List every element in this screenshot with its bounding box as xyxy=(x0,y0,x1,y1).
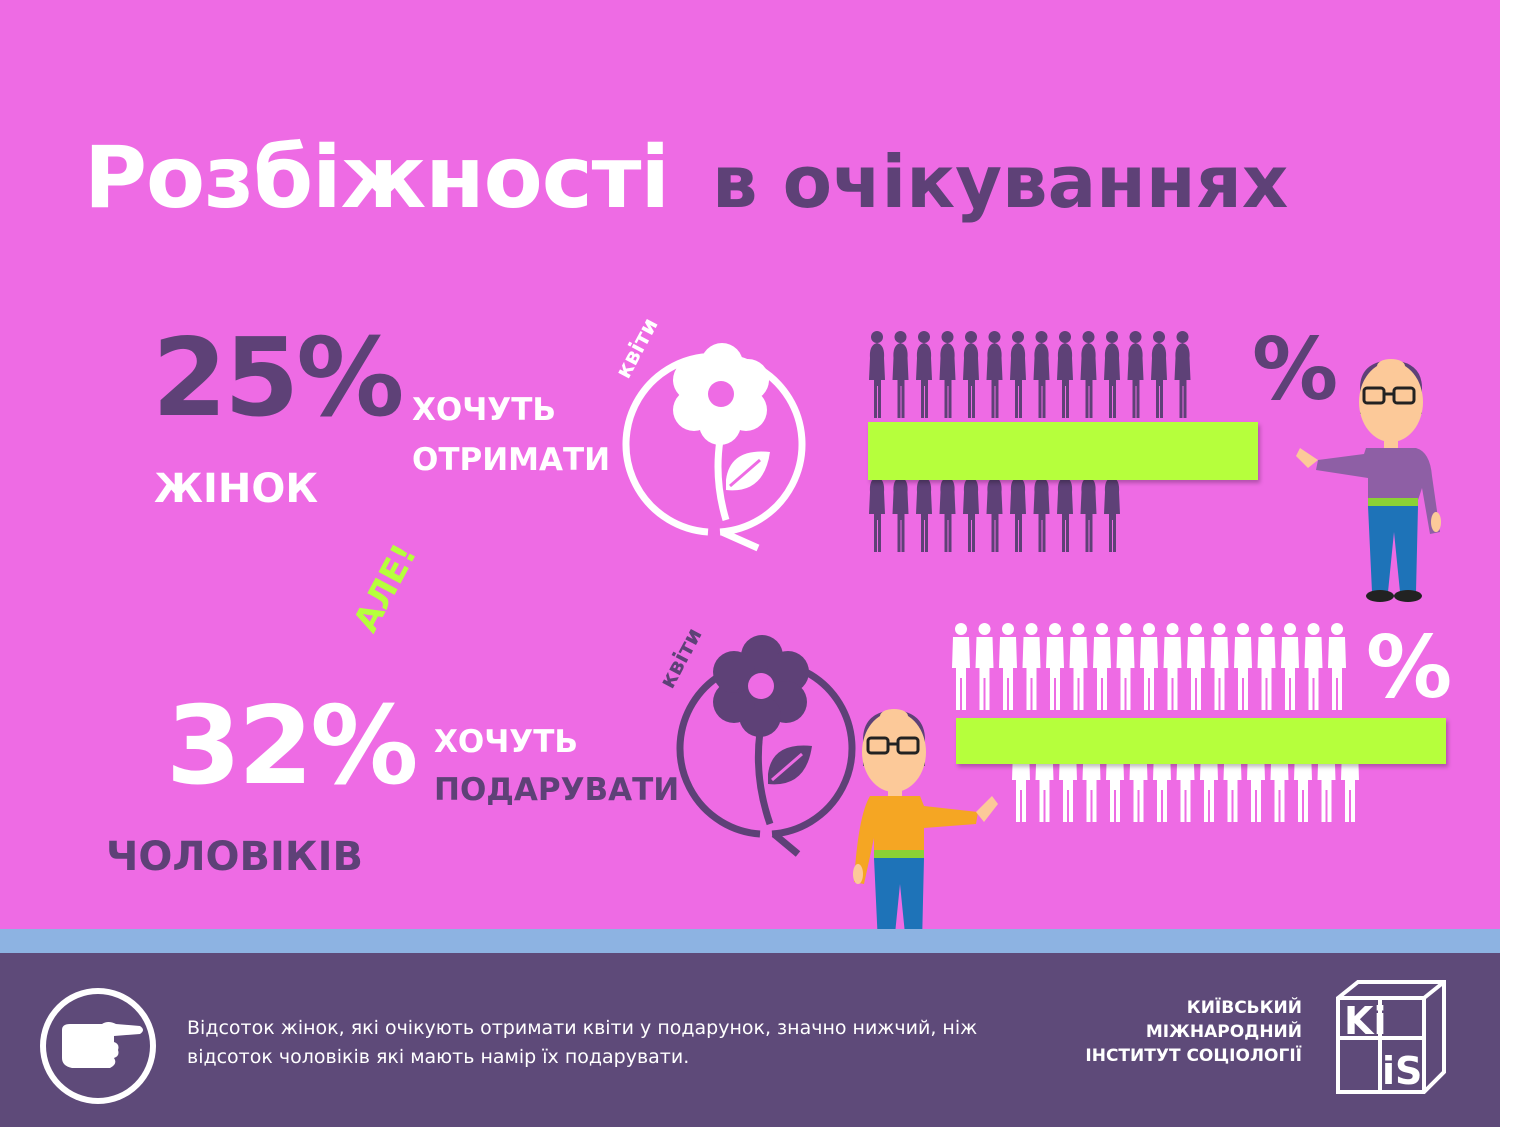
woman-icon xyxy=(1010,331,1026,418)
man-icon xyxy=(1046,623,1064,710)
man-icon xyxy=(1093,623,1111,710)
women-verb-line1: ХОЧУТЬ xyxy=(412,392,556,428)
women-percent-bar xyxy=(868,422,1258,480)
men-verb-line2: ПОДАРУВАТИ xyxy=(434,772,680,808)
woman-icon xyxy=(869,331,885,418)
women-verb-line2: ОТРИМАТИ xyxy=(412,442,611,478)
woman-icon xyxy=(916,331,932,418)
woman-icon xyxy=(1127,331,1144,418)
women-percent: 25% xyxy=(152,316,405,441)
women-group-label: ЖІНОК xyxy=(154,466,319,512)
org-line3: ІНСТИТУТ СОЦІОЛОГІЇ xyxy=(1085,1046,1302,1066)
org-line2: МІЖНАРОДНИЙ xyxy=(1145,1022,1302,1042)
man-icon xyxy=(1210,623,1229,710)
men-verb-line1: ХОЧУТЬ xyxy=(434,724,578,760)
man-icon xyxy=(1163,623,1182,710)
woman-icon xyxy=(1104,331,1120,418)
footer xyxy=(0,953,1500,1127)
women-figure-percent: % xyxy=(1252,320,1339,420)
men-group-label: ЧОЛОВІКІВ xyxy=(106,834,363,880)
man-icon xyxy=(1022,623,1041,710)
woman-icon xyxy=(1057,331,1073,418)
presenter-man-icon xyxy=(1296,359,1441,602)
woman-icon xyxy=(939,331,956,418)
women-flower-icon: квіти xyxy=(611,314,806,552)
man-icon xyxy=(1069,623,1088,710)
man-icon xyxy=(1140,623,1158,710)
logo-text-top: Ki xyxy=(1344,999,1386,1043)
man-icon xyxy=(1116,623,1135,710)
logo-text-bottom: iS xyxy=(1382,1049,1422,1093)
woman-icon xyxy=(892,331,909,418)
men-flower-icon: квіти xyxy=(655,624,856,857)
man-icon xyxy=(1304,623,1323,710)
title-part2: в очікуваннях xyxy=(712,140,1289,224)
men-percent-bar xyxy=(956,718,1446,764)
woman-icon xyxy=(1151,331,1167,418)
woman-icon xyxy=(1033,331,1050,418)
man-icon xyxy=(1257,623,1276,710)
woman-icon xyxy=(1174,331,1191,418)
title-part1: Розбіжності xyxy=(84,128,670,228)
woman-icon xyxy=(986,331,1003,418)
men-flower-label: квіти xyxy=(655,624,707,693)
man-icon xyxy=(1281,623,1299,710)
man-icon xyxy=(1328,623,1346,710)
men-figure-percent: % xyxy=(1366,618,1453,718)
woman-icon xyxy=(1080,331,1097,418)
woman-icon xyxy=(963,331,979,418)
exclamation-label: АЛЕ! xyxy=(346,537,426,639)
divider-stripe xyxy=(0,929,1500,953)
pointing-hand-icon xyxy=(40,988,156,1104)
footer-text: Відсоток жінок, які очікують отримати кв… xyxy=(187,1017,978,1068)
kiis-logo: Ki iS xyxy=(1336,980,1446,1094)
presenter-man-orange-icon xyxy=(853,709,998,954)
man-icon xyxy=(1187,623,1205,710)
org-line1: КИЇВСЬКИЙ xyxy=(1186,998,1302,1018)
organization-name: КИЇВСЬКИЙ МІЖНАРОДНИЙ ІНСТИТУТ СОЦІОЛОГІ… xyxy=(1080,996,1302,1068)
man-icon xyxy=(1234,623,1252,710)
men-percent: 32% xyxy=(166,684,419,809)
women-flower-label: квіти xyxy=(611,314,663,383)
